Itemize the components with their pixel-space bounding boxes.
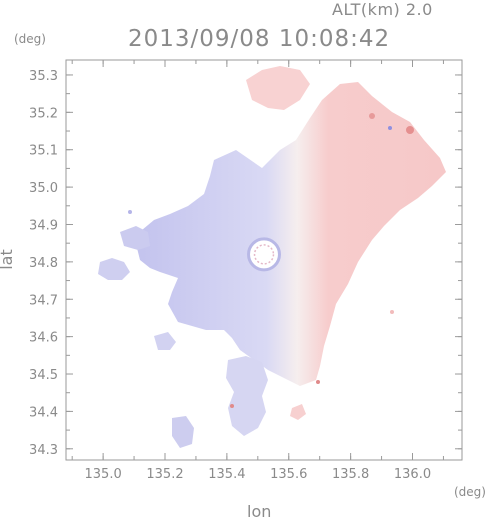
x-unit-label: (deg) bbox=[454, 485, 486, 499]
echo-east-small bbox=[290, 404, 306, 420]
echo-speck-red bbox=[316, 380, 320, 384]
y-tick-label: 34.4 bbox=[29, 405, 58, 420]
x-tick-label: 135.4 bbox=[208, 467, 245, 482]
echo-field bbox=[98, 66, 446, 448]
y-tick-label: 34.5 bbox=[29, 368, 58, 383]
echo-west-patch bbox=[120, 226, 150, 250]
x-tick-label: 136.0 bbox=[394, 467, 431, 482]
y-tick-label: 34.9 bbox=[29, 218, 58, 233]
x-tick-label: 135.8 bbox=[332, 467, 369, 482]
y-tick-label: 35.3 bbox=[29, 69, 58, 84]
radar-center-ring bbox=[247, 237, 281, 272]
echo-south-patch bbox=[226, 356, 268, 436]
plot-frame bbox=[65, 59, 463, 461]
echo-speck-red bbox=[369, 113, 375, 119]
echo-speck-blue bbox=[128, 210, 132, 214]
radar-ring bbox=[247, 237, 281, 272]
y-unit-label: (deg) bbox=[14, 32, 46, 46]
echo-mid-small bbox=[154, 332, 176, 350]
y-tick-label: 35.0 bbox=[29, 181, 58, 196]
echo-southwest-small bbox=[172, 416, 194, 448]
echo-main-region bbox=[136, 82, 446, 386]
x-tick-label: 135.6 bbox=[270, 467, 307, 482]
echo-speck-blue bbox=[388, 126, 392, 130]
echo-speck-red bbox=[390, 310, 394, 314]
x-tick-label: 135.2 bbox=[146, 467, 183, 482]
echo-southwest-patch bbox=[98, 258, 130, 280]
axis-ticks: 135.0 135.2 135.4 135.6 135.8 136.0 35.3 35.2 35… bbox=[29, 60, 462, 482]
x-axis-label: lon bbox=[247, 502, 272, 521]
x-tick-label: 135.0 bbox=[85, 467, 122, 482]
altitude-label: ALT(km) 2.0 bbox=[332, 0, 433, 19]
echo-speck-red bbox=[230, 404, 234, 408]
y-tick-label: 34.3 bbox=[29, 443, 58, 458]
y-tick-label: 35.1 bbox=[29, 144, 58, 159]
echo-speck-red bbox=[406, 126, 414, 134]
y-tick-label: 34.8 bbox=[29, 256, 58, 271]
y-tick-label: 34.7 bbox=[29, 293, 58, 308]
radar-inner-ring bbox=[253, 244, 275, 265]
echo-north-patch bbox=[246, 66, 310, 110]
y-tick-label: 34.6 bbox=[29, 331, 58, 346]
y-tick-label: 35.2 bbox=[29, 106, 58, 121]
timestamp-title: 2013/09/08 10:08:42 bbox=[128, 26, 391, 52]
